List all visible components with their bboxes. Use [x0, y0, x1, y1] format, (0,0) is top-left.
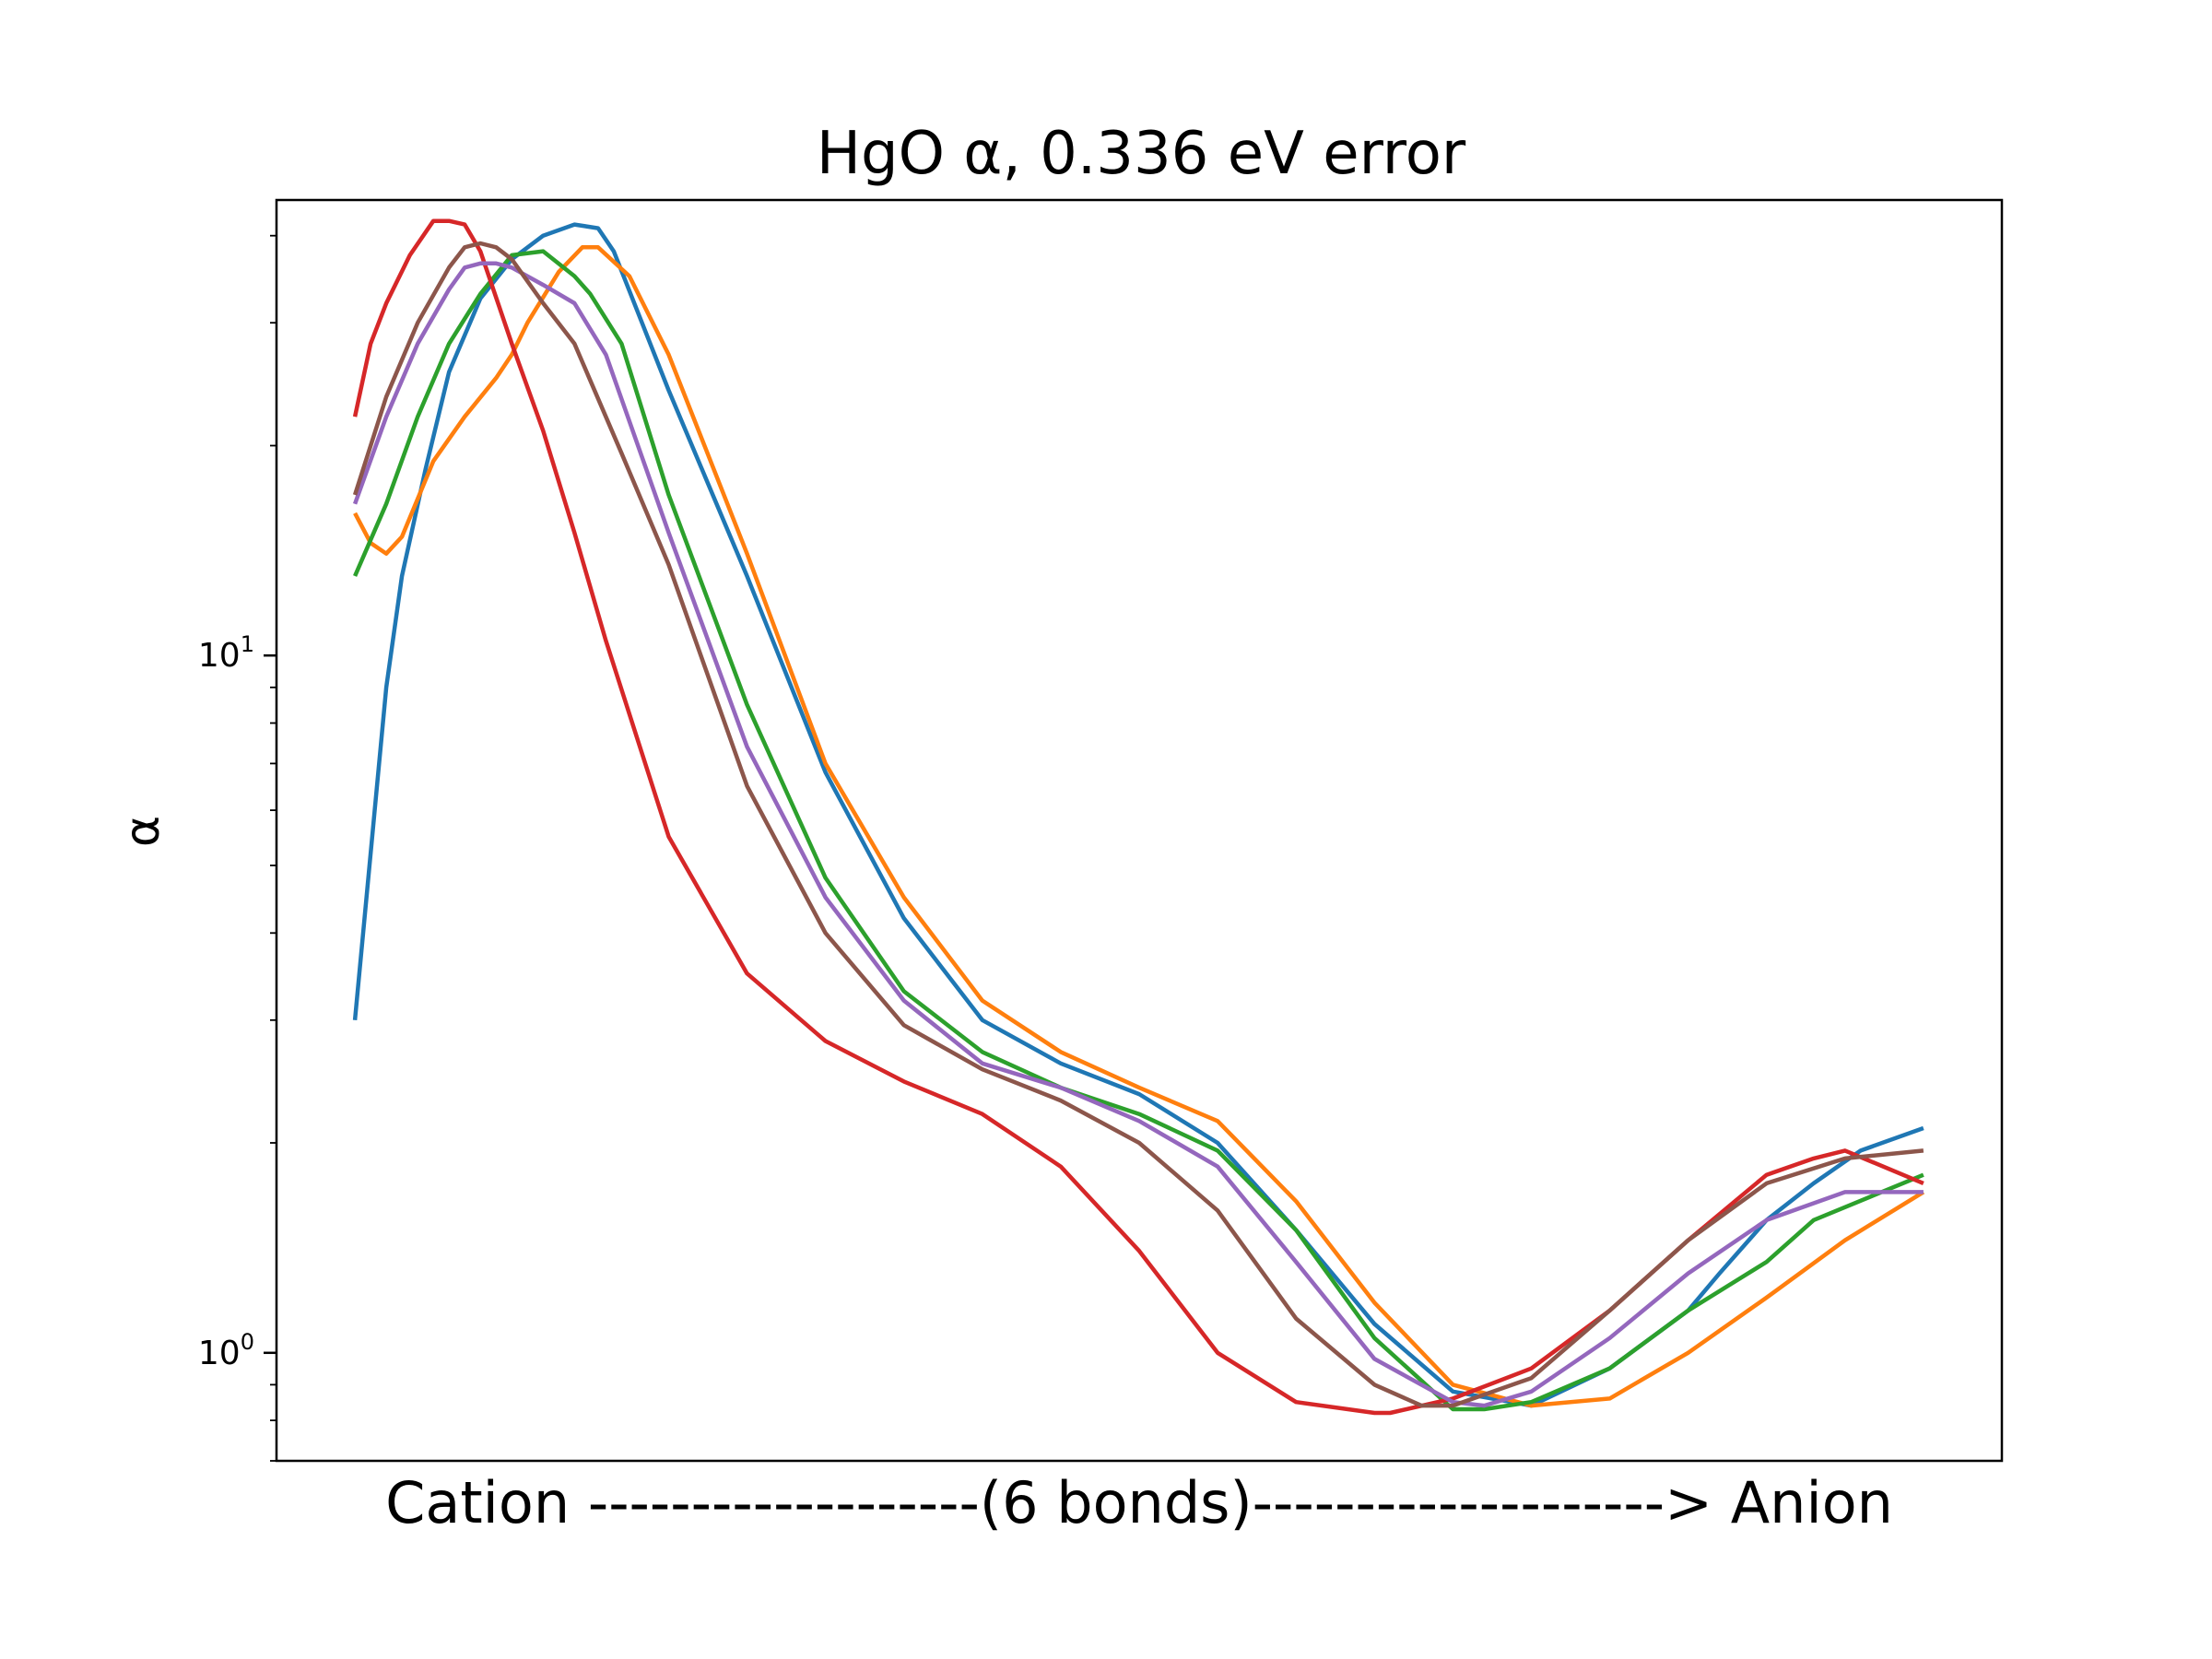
series-line-series-2	[353, 245, 1925, 1408]
chart-title: HgO α, 0.336 eV error	[817, 120, 1466, 188]
plot-frame	[275, 198, 2004, 1463]
y-tick-label-exponent: 1	[241, 631, 254, 657]
series-line-series-5	[352, 261, 1924, 1408]
series-line-series-6	[352, 241, 1924, 1408]
y-tick-label: 100	[198, 1329, 254, 1372]
series-line-series-1	[352, 222, 1924, 1408]
x-axis-label: Cation -------------------(6 bonds)-----…	[385, 1469, 1893, 1536]
series-line-series-3	[353, 249, 1924, 1412]
y-tick-label-base: 10	[198, 637, 241, 675]
y-axis-label: α	[115, 816, 171, 847]
series-layer	[352, 218, 1925, 1416]
y-tick-label: 101	[198, 631, 254, 675]
y-tick-label-base: 10	[198, 1335, 241, 1372]
y-tick-label-exponent: 0	[241, 1329, 254, 1355]
